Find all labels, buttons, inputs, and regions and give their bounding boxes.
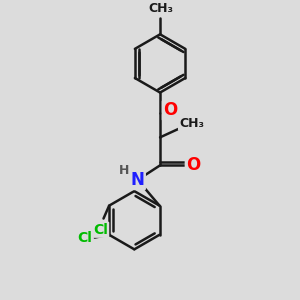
Text: N: N <box>131 171 145 189</box>
Text: O: O <box>186 156 200 174</box>
Text: O: O <box>163 101 177 119</box>
Text: Cl: Cl <box>78 231 92 244</box>
Text: CH₃: CH₃ <box>149 2 174 14</box>
Text: CH₃: CH₃ <box>179 117 204 130</box>
Text: Cl: Cl <box>93 223 108 237</box>
Text: H: H <box>119 164 129 177</box>
